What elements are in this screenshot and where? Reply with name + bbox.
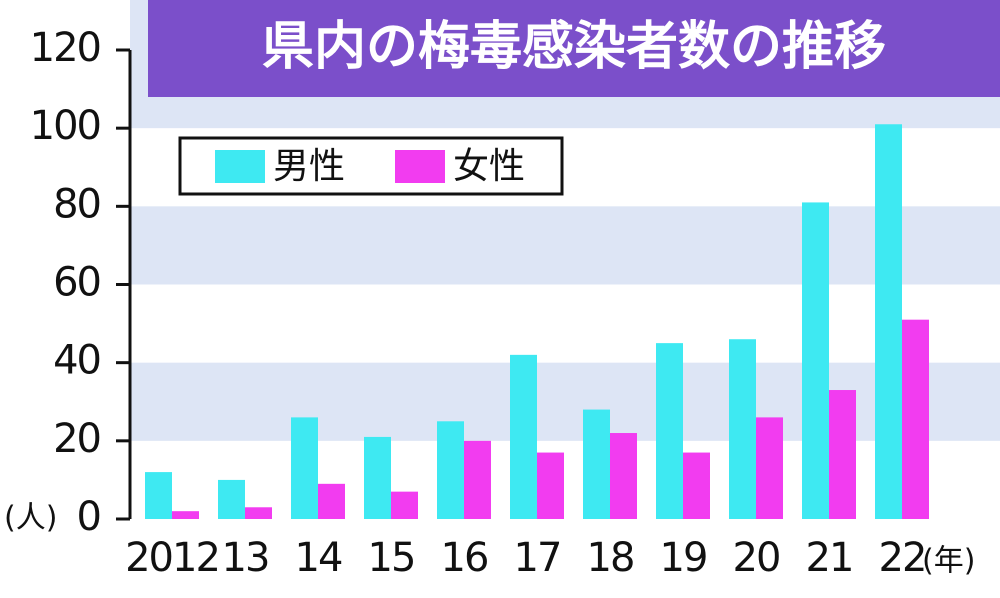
x-tick-label: 15 [368,535,415,581]
title-box [148,0,1000,97]
y-unit: (人) [4,501,57,536]
bar [510,354,537,519]
y-tick-label: 60 [53,260,100,306]
bar [875,124,902,519]
y-tick-label: 100 [30,103,100,149]
bar [218,479,245,519]
legend-swatch [395,150,445,183]
bar [902,319,929,519]
bar [537,452,564,519]
bar [656,343,683,519]
bar [829,390,856,519]
bar [729,339,756,519]
x-tick-label: 13 [222,535,269,581]
x-unit: (年) [922,544,975,579]
y-tick-label: 20 [53,416,100,462]
bar [291,417,318,519]
bar [318,483,345,519]
x-tick-label: 18 [587,535,634,581]
bar [464,440,491,519]
x-tick-label: 17 [514,535,561,581]
legend-box [178,136,564,196]
chart-title: 県内の梅毒感染者数の推移 [262,17,886,77]
bar [802,202,829,520]
y-tick-label: 120 [30,25,100,71]
y-tick-label: 40 [53,338,100,384]
y-tick-label: 0 [77,494,100,540]
bar [437,421,464,519]
legend-label: 男性 [273,146,345,187]
bar [610,433,637,519]
y-tick-label: 80 [53,181,100,227]
bar [391,491,418,519]
band [130,206,1000,285]
bar [583,409,610,519]
x-tick-label: 20 [733,535,780,581]
x-tick-label: 2012 [125,535,219,581]
x-tick-label: 21 [806,535,853,581]
band [130,362,1000,441]
bar [683,452,710,519]
x-tick-label: 22 [879,535,926,581]
bar [145,472,172,519]
x-tick-label: 16 [441,535,488,581]
x-tick-label: 19 [660,535,707,581]
bar [172,511,199,519]
bar [245,507,272,519]
x-tick-label: 14 [295,535,342,581]
legend-label: 女性 [453,146,525,187]
bar [756,417,783,519]
plot: 0 20 40 60 80 100 120 2012 13 14 15 16 17 18 19 20 21 22 [30,25,929,581]
legend-swatch [215,150,265,183]
bar [364,436,391,519]
